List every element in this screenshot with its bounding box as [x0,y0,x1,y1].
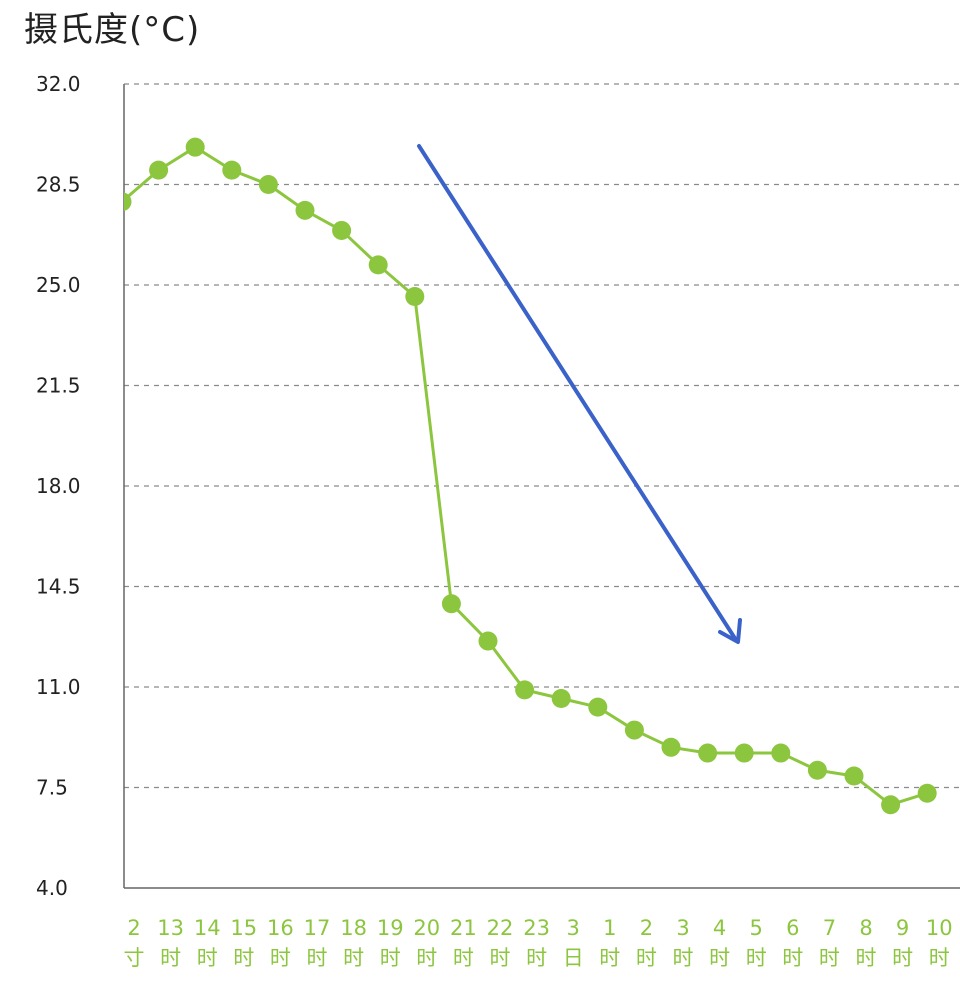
data-point [551,688,571,708]
x-tick-label: 14 [194,916,221,940]
arrow-shaft [417,144,738,642]
data-point [441,594,461,614]
x-tick-label: 4 [713,916,726,940]
data-point [588,697,608,717]
x-tick-label: 16 [267,916,294,940]
x-tick-label-unit: 时 [526,946,547,970]
data-point [917,783,937,803]
axes [123,84,960,889]
grid-lines [124,83,960,789]
series-line [124,145,928,807]
x-tick-label-unit: 时 [380,946,401,970]
arrow-head [718,618,742,644]
data-point [661,737,681,757]
data-point [405,286,425,306]
x-tick-label: 3 [676,916,689,940]
x-tick-label: 8 [859,916,872,940]
x-tick-label: 9 [896,916,909,940]
x-tick-label: 3 [567,916,580,940]
x-tick-label-unit: 时 [197,946,218,970]
data-point [698,743,718,763]
data-point [295,200,315,220]
y-tick-label: 28.5 [36,173,81,197]
data-point [844,766,864,786]
x-tick-label: 2 [127,916,140,940]
x-tick-label: 13 [157,916,184,940]
x-tick-label-unit: 时 [160,946,181,970]
x-tick-label-unit: 时 [746,946,767,970]
x-tick-label-unit: 时 [856,946,877,970]
y-tick-label: 25.0 [36,273,81,297]
data-point [258,175,278,194]
x-tick-label-unit: 时 [233,946,254,970]
x-tick-label-unit: 时 [636,946,657,970]
data-point [368,255,388,275]
x-tick-label: 5 [750,916,763,940]
x-tick-label: 21 [450,916,477,940]
x-tick-label-unit: 时 [453,946,474,970]
y-tick-label: 4.0 [36,876,68,900]
y-tick-labels: 4.0 7.5 11.0 14.5 18.0 21.5 25.0 28.5 32.0 [36,72,81,900]
x-tick-label: 23 [523,916,550,940]
x-tick-label-unit: 时 [782,946,803,970]
x-tick-label-unit: 时 [892,946,913,970]
data-point [478,631,498,651]
x-tick-label-unit: 时 [307,946,328,970]
x-tick-label-unit: 时 [673,946,694,970]
x-tick-label-unit: 时 [929,946,950,970]
data-point [515,680,535,700]
x-tick-label: 6 [786,916,799,940]
data-point [771,743,791,763]
x-tick-label: 20 [413,916,440,940]
x-tick-label-unit: 时 [819,946,840,970]
y-tick-label: 7.5 [36,776,68,800]
y-tick-label: 32.0 [36,72,81,96]
x-tick-label-unit: 时 [416,946,437,970]
x-tick-label: 19 [377,916,404,940]
x-tick-label-unit: 时 [490,946,511,970]
y-tick-label: 14.5 [36,575,81,599]
data-point [185,137,205,157]
data-point [807,760,827,780]
x-tick-label: 10 [926,916,953,940]
x-tick-label-unit: 时 [709,946,730,970]
data-point [332,220,352,240]
x-tick-label-unit: 时 [343,946,364,970]
series-line-group [124,137,937,815]
x-tick-label-unit: 时 [270,946,291,970]
x-tick-labels: 2寸13时14时15时16时17时18时19时20时21时22时23时3日1时2… [124,916,953,970]
x-tick-label-unit: 时 [599,946,620,970]
x-tick-label: 18 [340,916,367,940]
x-tick-label: 17 [304,916,331,940]
x-tick-label-unit: 日 [563,946,584,970]
data-point [881,795,901,815]
y-axis-unit-title: 摄氏度(°C) [24,10,201,50]
trend-arrow-annotation [417,144,742,644]
data-point [149,160,169,180]
y-tick-label: 21.5 [36,374,81,398]
data-point [222,160,242,180]
y-tick-label: 18.0 [36,474,81,498]
y-tick-label: 11.0 [36,675,81,699]
x-tick-label: 15 [230,916,257,940]
x-tick-label: 7 [823,916,836,940]
x-tick-label-unit: 寸 [124,946,145,970]
data-point [734,743,754,763]
data-point [124,192,132,212]
x-tick-label: 1 [603,916,616,940]
x-tick-label: 22 [487,916,514,940]
data-point [624,720,644,740]
x-tick-label: 2 [640,916,653,940]
